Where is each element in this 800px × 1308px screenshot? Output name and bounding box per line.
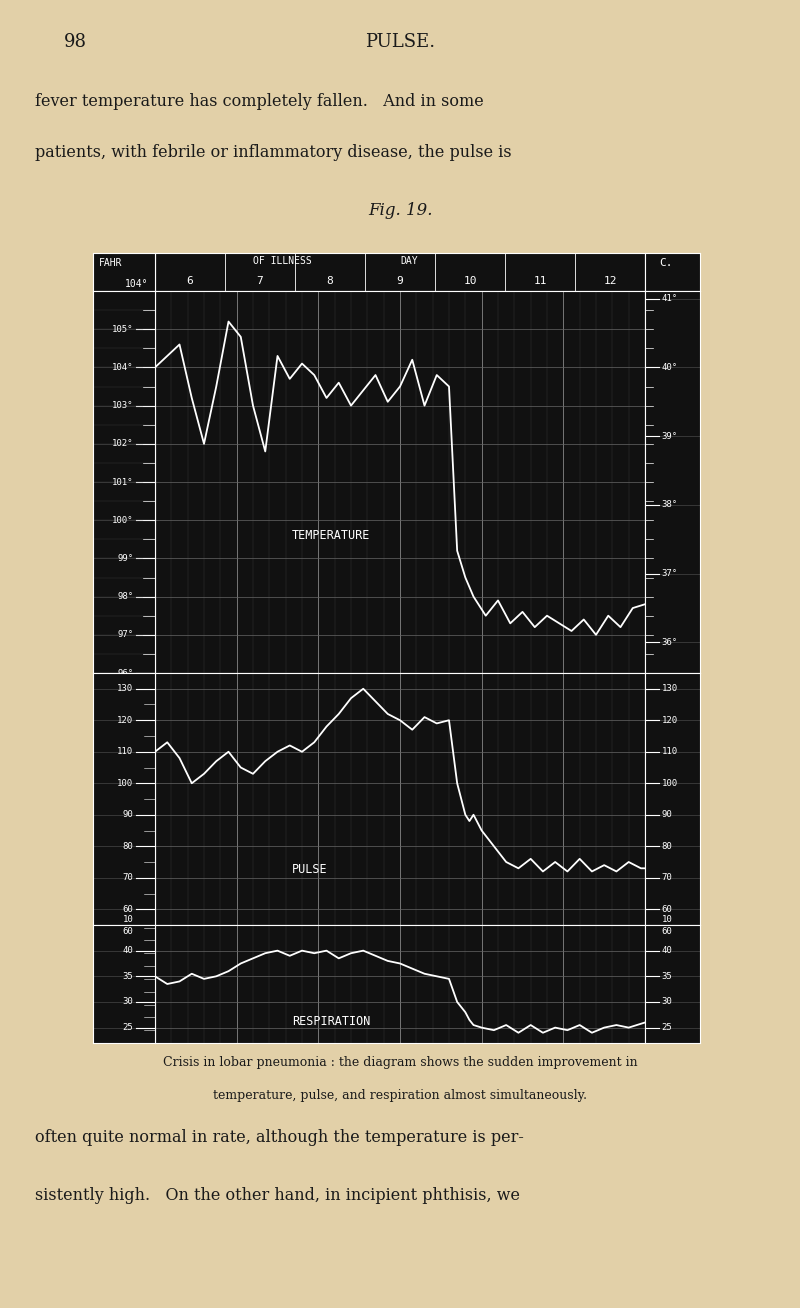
Text: 120: 120 <box>117 715 134 725</box>
Text: often quite normal in rate, although the temperature is per-: often quite normal in rate, although the… <box>35 1129 524 1146</box>
Text: 110: 110 <box>662 747 678 756</box>
Text: 8: 8 <box>326 276 334 286</box>
Text: 39°: 39° <box>654 432 671 441</box>
Text: 40: 40 <box>662 946 672 955</box>
Text: 41°: 41° <box>654 294 671 303</box>
Text: Fig. 19.: Fig. 19. <box>368 201 432 218</box>
Text: 100°: 100° <box>124 515 146 525</box>
Text: TEMPERATURE: TEMPERATURE <box>292 528 370 542</box>
Text: 130: 130 <box>117 684 134 693</box>
Text: 98°: 98° <box>129 593 146 602</box>
Text: 60: 60 <box>122 905 134 914</box>
Text: FAHR: FAHR <box>99 258 122 268</box>
Text: 99°: 99° <box>117 553 134 562</box>
Text: 40: 40 <box>122 946 134 955</box>
Text: 37°: 37° <box>662 569 678 578</box>
Text: 40°: 40° <box>662 362 678 371</box>
Text: 105°: 105° <box>112 324 134 334</box>
Text: 101°: 101° <box>112 477 134 487</box>
Text: 104°: 104° <box>112 362 134 371</box>
Text: 90: 90 <box>122 810 134 819</box>
Text: 60: 60 <box>662 926 672 935</box>
Text: 102°: 102° <box>124 439 146 449</box>
Text: fever temperature has completely fallen.   And in some: fever temperature has completely fallen.… <box>35 93 484 110</box>
Text: DAY: DAY <box>400 255 418 266</box>
Text: 10: 10 <box>662 914 672 923</box>
Text: 100°: 100° <box>112 515 134 525</box>
Text: 30: 30 <box>662 998 672 1006</box>
Text: 96°: 96° <box>117 668 134 678</box>
Text: 9: 9 <box>397 276 403 286</box>
Text: 98°: 98° <box>117 593 134 602</box>
Text: PULSE: PULSE <box>292 863 328 876</box>
Text: 37°: 37° <box>654 569 671 578</box>
Text: temperature, pulse, and respiration almost simultaneously.: temperature, pulse, and respiration almo… <box>213 1090 587 1103</box>
Text: 90: 90 <box>662 810 672 819</box>
Text: 70: 70 <box>122 874 134 883</box>
Text: 97°: 97° <box>129 630 146 640</box>
Text: 60: 60 <box>122 926 134 935</box>
Text: 80: 80 <box>122 842 134 850</box>
Text: 105°: 105° <box>124 324 146 334</box>
Text: 12: 12 <box>603 276 617 286</box>
Text: 6: 6 <box>186 276 194 286</box>
Text: 25: 25 <box>122 1023 134 1032</box>
Text: 120: 120 <box>662 715 678 725</box>
Text: 104°: 104° <box>126 279 149 289</box>
Text: 101°: 101° <box>124 477 146 487</box>
Text: 100: 100 <box>117 778 134 787</box>
Text: OF ILLNESS: OF ILLNESS <box>253 255 312 266</box>
Text: 41°: 41° <box>662 294 678 303</box>
Text: 97°: 97° <box>117 630 134 640</box>
Text: RESPIRATION: RESPIRATION <box>292 1015 370 1028</box>
Text: 103°: 103° <box>112 402 134 411</box>
Text: PULSE.: PULSE. <box>365 33 435 51</box>
Text: 7: 7 <box>257 276 263 286</box>
Text: 80: 80 <box>662 842 672 850</box>
Text: 130: 130 <box>662 684 678 693</box>
Text: 100: 100 <box>662 778 678 787</box>
Text: 98: 98 <box>64 33 87 51</box>
Text: 110: 110 <box>117 747 134 756</box>
Text: 40°: 40° <box>654 362 671 371</box>
Text: 103°: 103° <box>124 402 146 411</box>
Text: 35: 35 <box>122 972 134 981</box>
Text: 96°: 96° <box>129 668 146 678</box>
Text: 11: 11 <box>534 276 546 286</box>
Text: 99°: 99° <box>129 553 146 562</box>
Text: 25: 25 <box>662 1023 672 1032</box>
Text: 60: 60 <box>662 905 672 914</box>
Text: 39°: 39° <box>662 432 678 441</box>
Text: 36°: 36° <box>662 638 678 647</box>
Text: 30: 30 <box>122 998 134 1006</box>
Text: 36°: 36° <box>654 638 671 647</box>
Text: sistently high.   On the other hand, in incipient phthisis, we: sistently high. On the other hand, in in… <box>35 1186 520 1203</box>
Text: 38°: 38° <box>662 501 678 509</box>
Text: 35: 35 <box>662 972 672 981</box>
Text: 10: 10 <box>463 276 477 286</box>
Text: 10: 10 <box>122 914 134 923</box>
Text: C.: C. <box>658 258 672 268</box>
Text: 70: 70 <box>662 874 672 883</box>
Text: Crisis in lobar pneumonia : the diagram shows the sudden improvement in: Crisis in lobar pneumonia : the diagram … <box>162 1057 638 1069</box>
Text: patients, with febrile or inflammatory disease, the pulse is: patients, with febrile or inflammatory d… <box>35 144 512 161</box>
Text: 104°: 104° <box>124 362 146 371</box>
Text: 102°: 102° <box>112 439 134 449</box>
Text: 38°: 38° <box>654 501 671 509</box>
